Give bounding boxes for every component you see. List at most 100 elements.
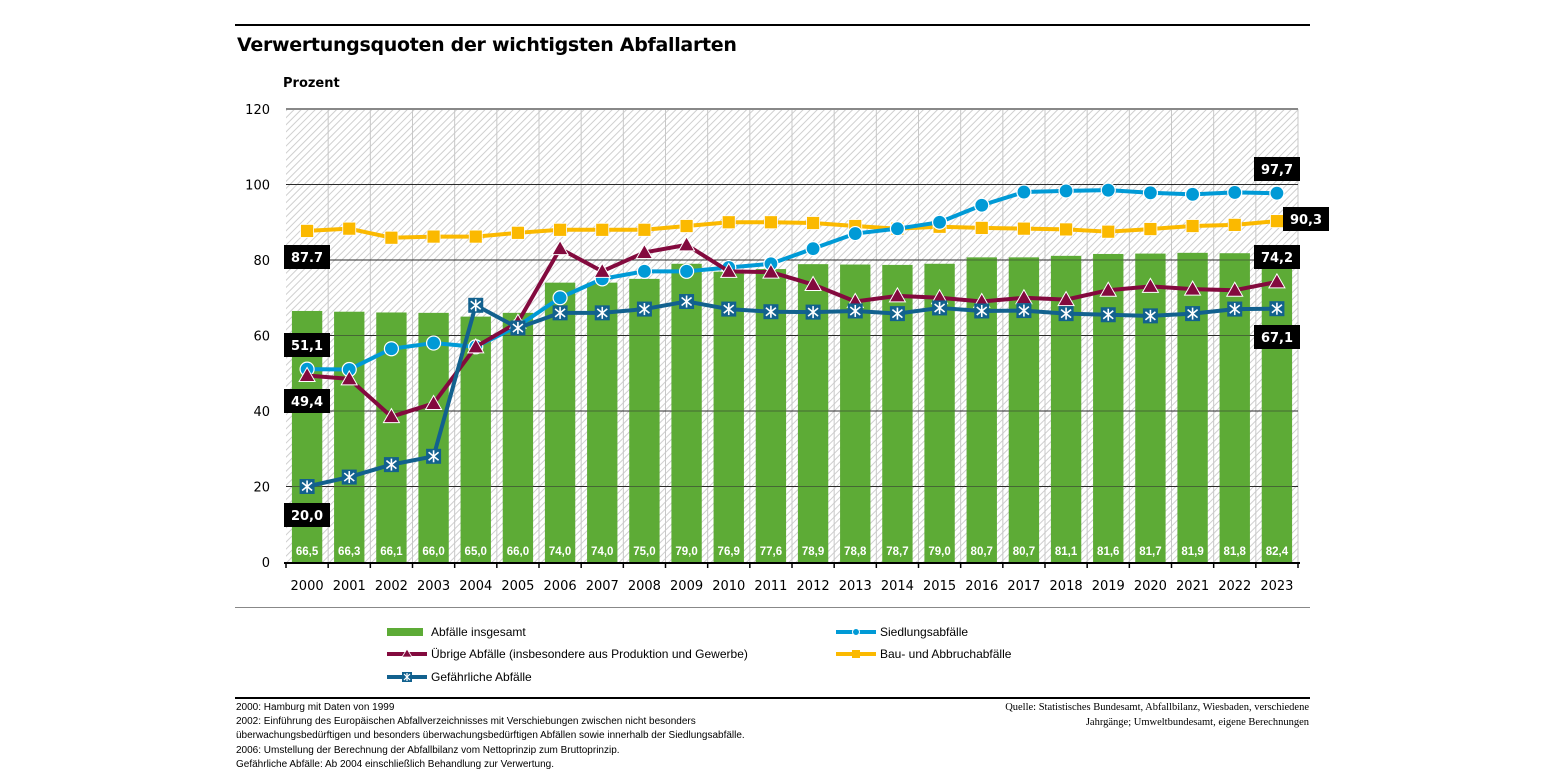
- x-tick-label: 2020: [1134, 579, 1167, 594]
- footnote-line: Gefährliche Abfälle: Ab 2004 einschließl…: [236, 758, 554, 770]
- marker-stroke: [301, 481, 313, 492]
- y-axis-label: Prozent: [283, 76, 340, 91]
- bar-value-label: 78,9: [802, 546, 824, 558]
- legend-item: Gefährliche Abfälle: [387, 669, 532, 685]
- label-gefaehrlich-last: 67,1: [1261, 331, 1293, 346]
- bar-abfaelle-insgesamt: [334, 311, 365, 562]
- marker-asterisk-square: [383, 457, 399, 473]
- marker-asterisk-square: [426, 448, 442, 464]
- label-siedlung-first: 51,1: [291, 339, 323, 354]
- label-bau-first-box: [284, 245, 330, 269]
- bar-value-label: 66,1: [380, 546, 403, 558]
- series-line-square: [306, 219, 1278, 240]
- marker-stroke: [470, 300, 482, 310]
- footnote-line: 2006: Umstellung der Berechnung der Abfa…: [236, 744, 620, 756]
- label-bau-last: 90,3: [1290, 213, 1322, 228]
- bar-abfaelle-insgesamt: [1177, 252, 1208, 562]
- series-line-triangle: [306, 242, 1278, 419]
- marker-square: [384, 230, 399, 245]
- marker-stroke: [343, 472, 355, 482]
- legend-label: Bau- und Abbruchabfälle: [880, 647, 1012, 661]
- marker-stroke: [765, 307, 777, 317]
- bar-value-label: 81,7: [1139, 546, 1161, 558]
- marker-stroke: [723, 304, 735, 314]
- label-uebrige-last-box: [1254, 245, 1300, 269]
- marker-square: [1270, 214, 1284, 229]
- label-gefaehrlich-last-box: [1254, 325, 1300, 349]
- legend-symbol-circle: [836, 628, 876, 636]
- marker-circle: [847, 225, 863, 242]
- bar-abfaelle-insgesamt: [713, 271, 744, 562]
- marker-triangle: [1268, 272, 1286, 289]
- marker-circle: [552, 290, 568, 306]
- marker-triangle: [340, 369, 359, 386]
- marker-square: [764, 215, 778, 230]
- bar-value-label: 78,7: [886, 546, 908, 558]
- marker-stroke: [849, 306, 861, 316]
- footnote-line: 2000: Hamburg mit Daten von 1999: [236, 702, 395, 713]
- marker-stroke: [681, 296, 693, 307]
- marker-triangle: [635, 243, 654, 259]
- legend-label: Übrige Abfälle (insbesondere aus Produkt…: [431, 647, 748, 661]
- legend-label: Abfälle insgesamt: [431, 625, 526, 639]
- bar-abfaelle-insgesamt: [1093, 253, 1124, 562]
- x-tick-label: 2012: [797, 579, 830, 594]
- bar-value-label: 81,8: [1224, 546, 1247, 558]
- chart-title: Verwertungsquoten der wichtigsten Abfall…: [237, 34, 737, 56]
- marker-stroke: [1102, 310, 1114, 320]
- marker-stroke: [976, 306, 988, 316]
- marker-asterisk-square: [889, 306, 905, 322]
- marker-circle: [889, 221, 906, 237]
- marker-stroke: [1229, 304, 1241, 314]
- label-bau-first: 87.7: [291, 251, 323, 266]
- bar-value-label: 81,6: [1097, 546, 1119, 558]
- marker-square: [1059, 222, 1073, 237]
- legend-symbol-square: [836, 650, 876, 658]
- y-tick-label: 0: [262, 556, 270, 571]
- x-tick-label: 2015: [923, 579, 956, 594]
- marker-square: [1227, 217, 1242, 232]
- bar-abfaelle-insgesamt: [1261, 250, 1293, 562]
- x-tick-label: 2022: [1218, 579, 1251, 594]
- marker-asterisk-square: [679, 294, 695, 310]
- x-tick-label: 2017: [1007, 579, 1040, 594]
- chart: 0 20 40 60 80 100 120 66,5 66,3 66,1 66,0 65,0 66,0 7…: [245, 103, 1329, 594]
- marker-stroke: [1187, 308, 1199, 319]
- marker-asterisk-square: [1269, 301, 1285, 317]
- marker-circle: [1142, 185, 1159, 201]
- marker-square: [721, 215, 736, 230]
- marker-circle: [1227, 184, 1243, 201]
- marker-stroke: [554, 308, 566, 318]
- marker-triangle: [382, 407, 401, 424]
- marker-square: [1017, 221, 1031, 236]
- marker-triangle: [762, 263, 780, 279]
- x-tick-label: 2011: [754, 579, 787, 594]
- bar-abfaelle-insgesamt: [418, 312, 449, 562]
- marker-square: [1143, 222, 1158, 236]
- marker-triangle: [804, 275, 822, 292]
- x-tick-label: 2003: [417, 579, 450, 594]
- label-uebrige-last: 74,2: [1261, 251, 1293, 266]
- bar-abfaelle-insgesamt: [1135, 253, 1166, 562]
- marker-stroke: [638, 304, 650, 314]
- bar-value-label: 66,0: [507, 546, 529, 558]
- marker-stroke: [1060, 308, 1072, 319]
- marker-triangle: [719, 262, 738, 278]
- marker-asterisk-square: [974, 303, 990, 319]
- marker-stroke: [385, 459, 397, 470]
- marker-asterisk-square: [763, 304, 779, 320]
- marker-asterisk-square: [1185, 306, 1201, 322]
- x-tick-label: 2006: [544, 579, 577, 594]
- y-tick-label: 100: [245, 179, 270, 194]
- marker-circle: [974, 197, 990, 213]
- marker-stroke: [428, 451, 440, 461]
- label-uebrige-first-box: [284, 389, 330, 413]
- marker-circle: [1100, 182, 1116, 198]
- source-note: Quelle: Statistisches Bundesamt, Abfallb…: [1005, 701, 1309, 730]
- marker-circle: [1184, 186, 1201, 202]
- y-tick-label: 20: [253, 481, 270, 496]
- y-tick-label: 120: [245, 103, 270, 118]
- bar-value-label: 80,7: [971, 546, 993, 558]
- bar-value-label: 75,0: [633, 546, 655, 558]
- x-tick-label: 2008: [628, 579, 661, 594]
